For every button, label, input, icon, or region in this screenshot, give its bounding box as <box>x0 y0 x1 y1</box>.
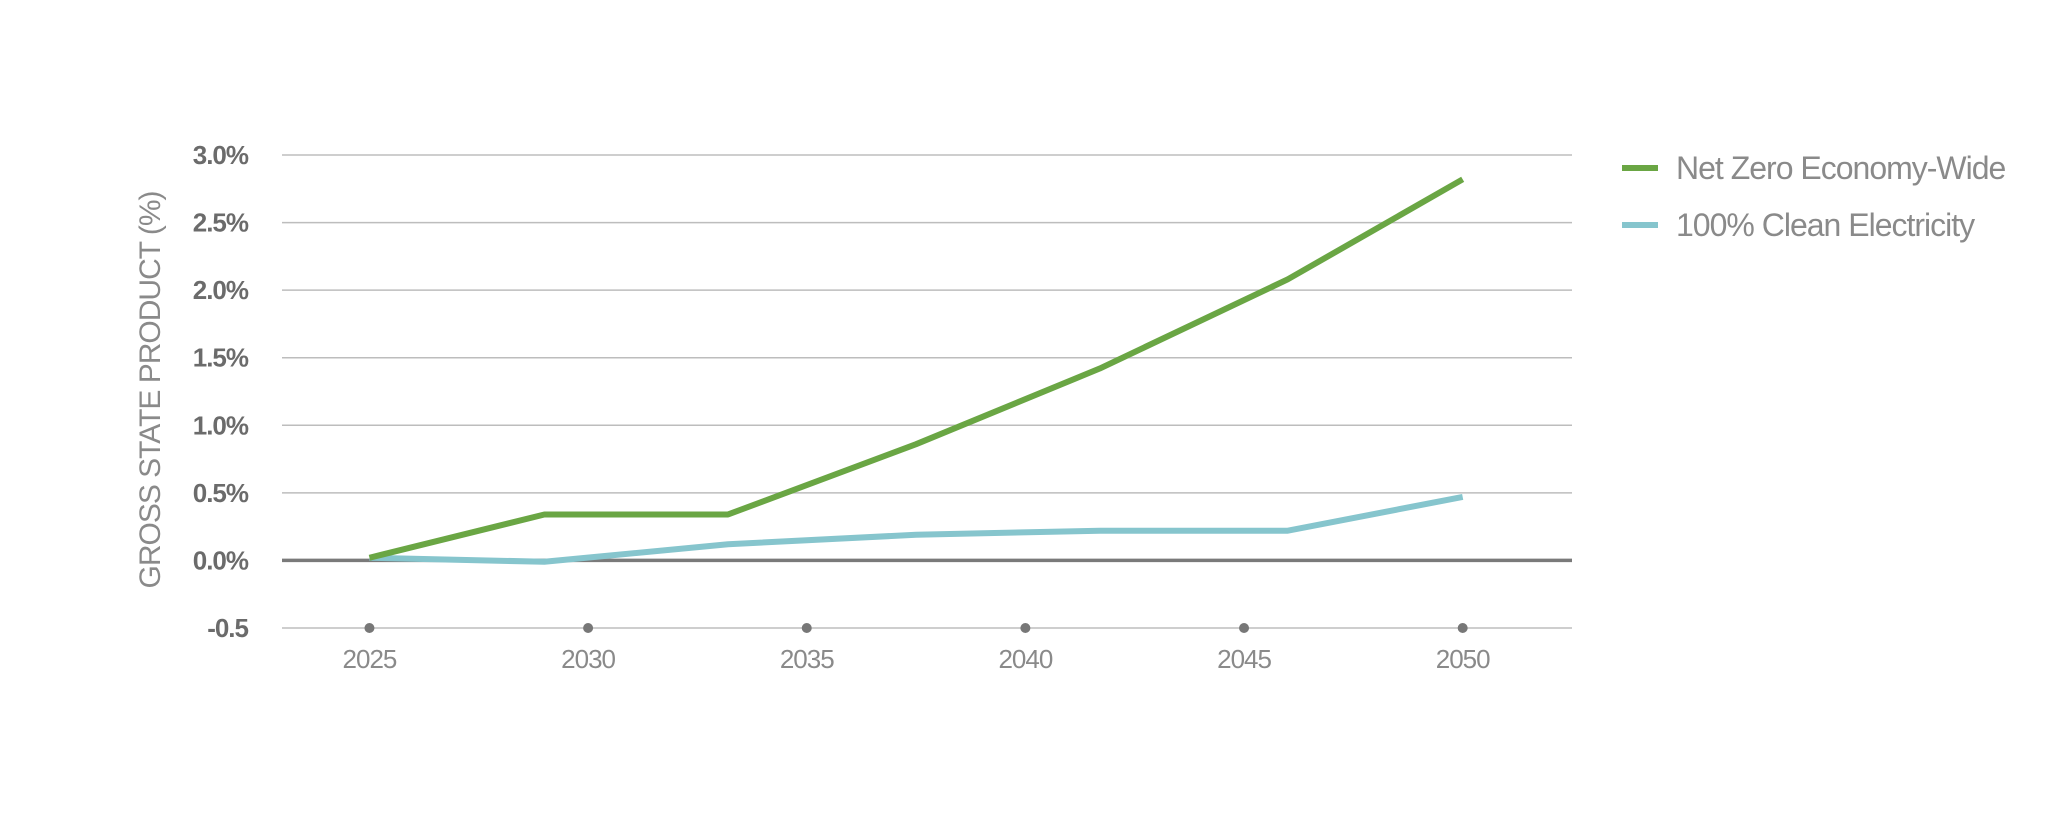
series-line-clean-electricity <box>369 493 1464 565</box>
y-tick-label: 1.5% <box>193 343 249 373</box>
x-tick-marker <box>1020 623 1031 633</box>
x-tick-label: 2025 <box>343 644 397 674</box>
x-tick-marker <box>1457 623 1468 633</box>
x-tick-label: 2035 <box>780 644 834 674</box>
series-lines <box>368 176 1465 565</box>
legend: Net Zero Economy-Wide 100% Clean Electric… <box>1622 150 2007 243</box>
x-tick-marker <box>1239 623 1250 633</box>
y-tick-label: 2.0% <box>193 275 249 305</box>
x-tick-markers <box>364 623 1468 633</box>
y-axis-title: GROSS STATE PRODUCT (%) <box>134 191 167 588</box>
x-tick-labels: 2025 2030 2035 2040 2045 2050 <box>343 644 1492 674</box>
y-tick-label: -0.5 <box>207 613 248 643</box>
x-tick-marker <box>801 623 812 633</box>
x-tick-marker <box>583 623 594 633</box>
y-tick-label: 2.5% <box>193 208 249 238</box>
legend-label: Net Zero Economy-Wide <box>1676 150 2006 186</box>
x-tick-label: 2045 <box>1217 644 1271 674</box>
x-tick-marker <box>364 623 375 633</box>
series-line-net-zero <box>368 176 1465 561</box>
y-tick-label: 0.0% <box>193 545 249 575</box>
legend-label: 100% Clean Electricity <box>1676 207 1975 243</box>
x-tick-label: 2050 <box>1436 644 1490 674</box>
y-tick-label: 0.5% <box>193 478 249 508</box>
y-tick-label: 1.0% <box>193 410 249 440</box>
y-tick-label: 3.0% <box>193 140 249 170</box>
x-tick-label: 2040 <box>998 644 1052 674</box>
x-tick-label: 2030 <box>561 644 615 674</box>
y-tick-labels: -0.5 0.0% 0.5% 1.0% 1.5% 2.0% 2.5% 3.0% <box>193 140 250 643</box>
